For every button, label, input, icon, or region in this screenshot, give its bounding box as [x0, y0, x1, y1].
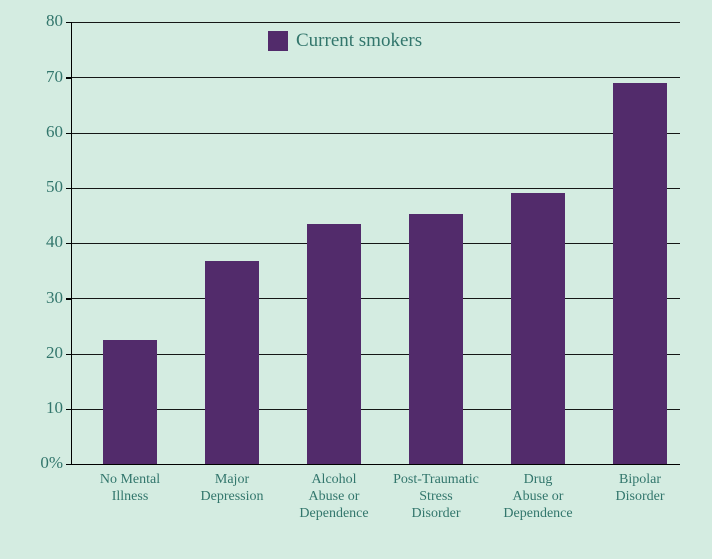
legend-swatch: [268, 31, 288, 51]
y-tick: [66, 188, 71, 189]
x-category-label-line: Alcohol: [278, 472, 390, 489]
y-tick-label: 20: [46, 343, 63, 363]
gridline: [72, 298, 680, 299]
gridline: [72, 243, 680, 244]
x-category-label-line: Abuse or: [278, 489, 390, 506]
bar: [205, 261, 259, 464]
x-axis: [71, 464, 680, 465]
gridline: [72, 22, 680, 23]
x-category-label-line: Abuse or: [482, 489, 594, 506]
y-tick: [66, 77, 71, 78]
legend: Current smokers: [268, 30, 422, 52]
gridline: [72, 188, 680, 189]
y-tick: [66, 409, 71, 410]
x-category-label-line: Post-Traumatic: [380, 472, 492, 489]
x-category-label: No MentalIllness: [74, 472, 186, 506]
bar: [511, 193, 565, 464]
x-category-label-line: Disorder: [380, 506, 492, 523]
y-tick: [66, 298, 71, 299]
x-category-label-line: Major: [176, 472, 288, 489]
y-tick-label: 80: [46, 11, 63, 31]
y-tick-label: 50: [46, 177, 63, 197]
x-category-label-line: Illness: [74, 489, 186, 506]
x-category-label-line: Disorder: [584, 489, 696, 506]
bar: [103, 340, 157, 464]
y-tick: [66, 354, 71, 355]
y-tick: [66, 133, 71, 134]
y-axis: [71, 22, 72, 464]
x-category-label: MajorDepression: [176, 472, 288, 506]
x-category-label-line: No Mental: [74, 472, 186, 489]
gridline: [72, 133, 680, 134]
x-category-label-line: Drug: [482, 472, 594, 489]
x-category-label-line: Dependence: [278, 506, 390, 523]
bar: [307, 224, 361, 464]
y-tick-label: 70: [46, 67, 63, 87]
y-tick: [66, 464, 71, 465]
y-tick: [66, 22, 71, 23]
x-category-label-line: Dependence: [482, 506, 594, 523]
y-tick-label: 0%: [40, 453, 63, 473]
bar: [613, 83, 667, 464]
x-category-label: AlcoholAbuse orDependence: [278, 472, 390, 522]
x-category-label: BipolarDisorder: [584, 472, 696, 506]
x-category-label-line: Stress: [380, 489, 492, 506]
y-tick: [66, 243, 71, 244]
y-tick-label: 30: [46, 288, 63, 308]
gridline: [72, 354, 680, 355]
x-category-label-line: Depression: [176, 489, 288, 506]
chart-stage: 0%1020304050607080No MentalIllnessMajorD…: [0, 0, 712, 559]
y-tick-label: 10: [46, 398, 63, 418]
gridline: [72, 409, 680, 410]
y-tick-label: 40: [46, 232, 63, 252]
x-category-label: DrugAbuse orDependence: [482, 472, 594, 522]
y-tick-label: 60: [46, 122, 63, 142]
gridline: [72, 77, 680, 78]
legend-label: Current smokers: [296, 30, 422, 52]
x-category-label: Post-TraumaticStressDisorder: [380, 472, 492, 522]
bar: [409, 214, 463, 464]
x-category-label-line: Bipolar: [584, 472, 696, 489]
